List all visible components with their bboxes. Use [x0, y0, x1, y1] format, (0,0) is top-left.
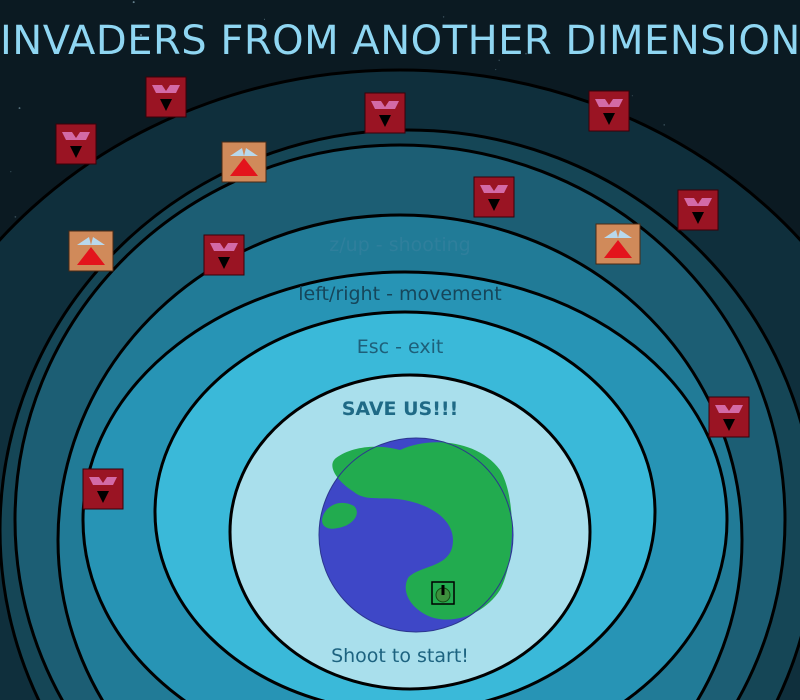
red-invader-icon	[82, 468, 124, 510]
red-invader-icon	[55, 123, 97, 165]
earth-planet	[318, 437, 514, 633]
start-prompt: Shoot to start!	[331, 645, 469, 667]
red-invader-icon	[588, 90, 630, 132]
red-invader-icon	[145, 76, 187, 118]
orbit-rings	[0, 68, 800, 700]
player-turret	[431, 581, 455, 605]
controls-shoot-hint: z/up - shooting	[329, 234, 471, 256]
red-invader-icon	[473, 176, 515, 218]
red-invader-icon	[677, 189, 719, 231]
plea-text: SAVE US!!!	[341, 398, 459, 420]
tan-invader-icon	[221, 141, 267, 183]
red-invader-icon	[364, 92, 406, 134]
red-invader-icon	[708, 396, 750, 438]
red-invader-icon	[203, 234, 245, 276]
game-title: INVADERS FROM ANOTHER DIMENSION	[0, 18, 800, 64]
controls-move-hint: left/right - movement	[298, 283, 502, 305]
controls-exit-hint: Esc - exit	[356, 336, 444, 358]
invaders	[55, 76, 750, 510]
tan-invader-icon	[68, 230, 114, 272]
tan-invader-icon	[595, 223, 641, 265]
